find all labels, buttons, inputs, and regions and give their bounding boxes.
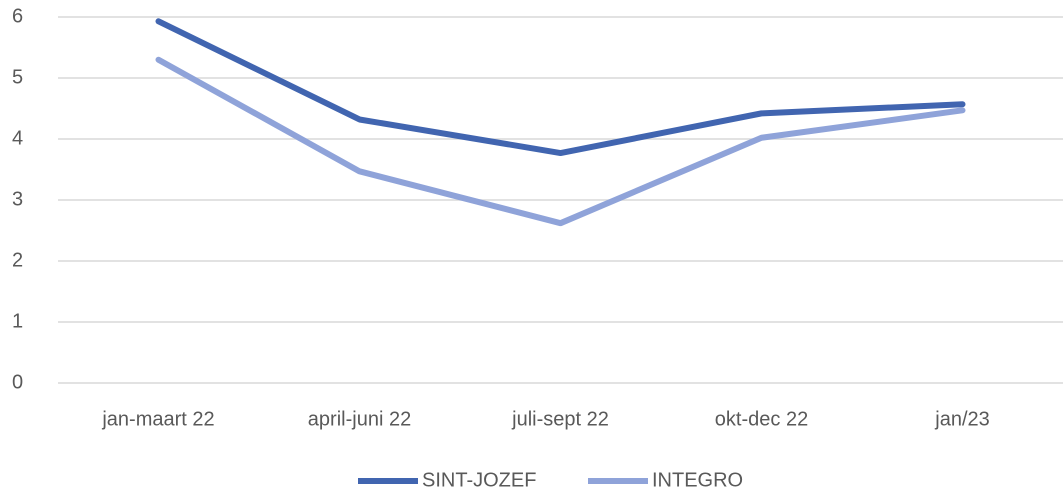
y-tick-label: 2: [12, 249, 23, 271]
legend-label: SINT-JOZEF: [422, 469, 536, 491]
y-tick-label: 3: [12, 188, 23, 210]
line-series: [155, 56, 966, 227]
x-tick-label: okt-dec 22: [715, 408, 808, 430]
y-tick-label: 5: [12, 66, 23, 88]
legend-label: INTEGRO: [652, 469, 743, 491]
y-tick-label: 0: [12, 371, 23, 393]
y-tick-label: 4: [12, 127, 23, 149]
x-tick-label: juli-sept 22: [511, 408, 609, 430]
y-tick-label: 6: [12, 5, 23, 27]
x-tick-label: jan-maart 22: [101, 408, 214, 430]
x-tick-label: april-juni 22: [308, 408, 411, 430]
x-tick-label: jan/23: [934, 408, 990, 430]
y-tick-label: 1: [12, 310, 23, 332]
line-series: [155, 18, 966, 157]
